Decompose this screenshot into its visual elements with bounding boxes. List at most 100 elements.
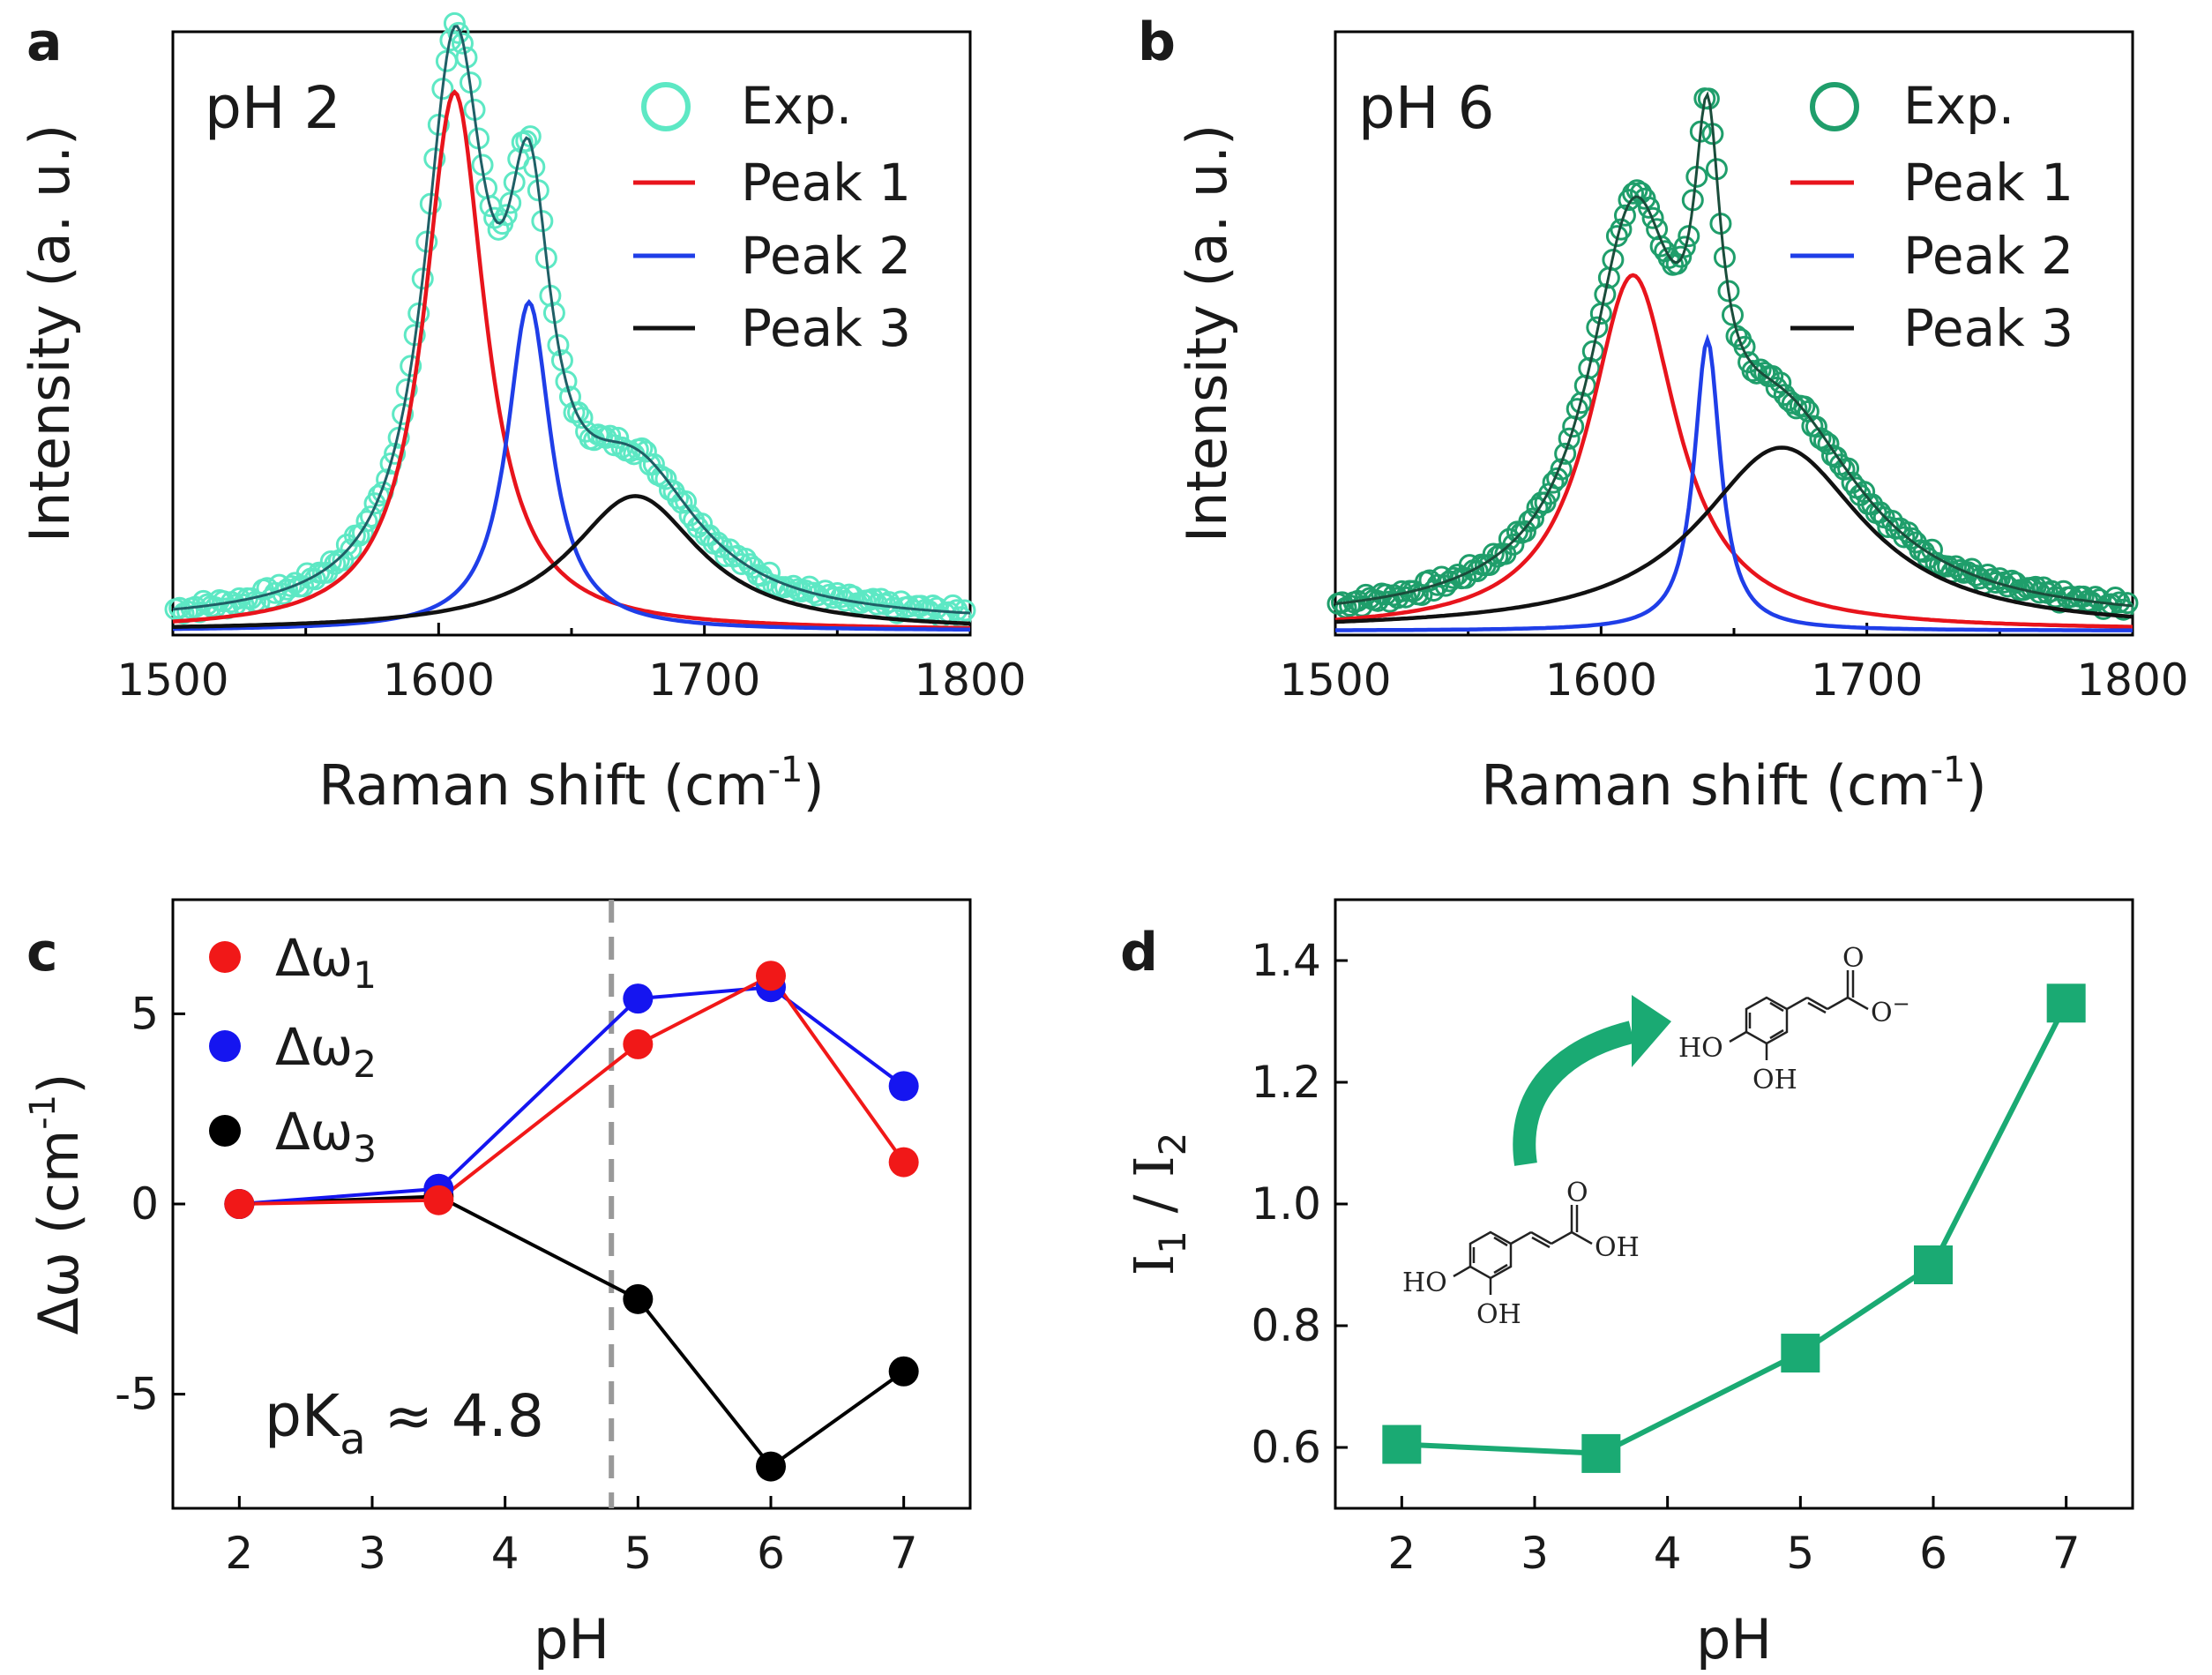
exp-point <box>802 581 825 604</box>
exp-point <box>1733 335 1756 358</box>
ratio-points <box>1382 983 2086 1473</box>
peak-curves-b <box>1334 91 2134 632</box>
exp-point <box>826 582 848 605</box>
x-tick-label: 5 <box>624 1528 652 1579</box>
exp-point <box>642 452 665 475</box>
exp-point <box>1765 377 1788 400</box>
exp-point <box>1646 218 1669 241</box>
exp-point <box>691 512 714 535</box>
x-axis-label-c: pH <box>534 1607 609 1671</box>
exp-point <box>443 11 466 34</box>
x-axis-label-d: pH <box>1696 1607 1772 1671</box>
legend-label-exp-b: Exp. <box>1903 76 2014 136</box>
exp-point <box>1581 340 1604 363</box>
exp-point <box>1670 245 1693 268</box>
x-tick-label: 4 <box>1654 1528 1682 1579</box>
exp-point <box>1673 236 1696 258</box>
point-omega2 <box>888 1071 919 1102</box>
point-omega1 <box>423 1185 454 1215</box>
x-axis-label-b: Raman shift (cm-1) <box>1481 750 1986 818</box>
exp-point <box>1741 359 1764 382</box>
inset-label-b: pH 6 <box>1358 74 1495 142</box>
legend-label-peak1-a: Peak 1 <box>741 153 911 213</box>
legend-label-omega3: Δω3 <box>275 1102 377 1170</box>
peak-3-curve <box>1334 445 2134 624</box>
x-tick-label: 3 <box>358 1528 386 1579</box>
x-tick-label: 1700 <box>1811 654 1923 706</box>
ratio-point <box>1382 1424 1422 1464</box>
peak-2-curve <box>172 299 970 632</box>
y-axis-label-b: Intensity (a. u.) <box>1175 124 1239 542</box>
legend-label-peak3-b: Peak 3 <box>1903 298 2074 358</box>
legend-label-peak2-a: Peak 2 <box>741 226 911 286</box>
x-ticks-b: 1500 1600 1700 1800 <box>1279 623 2189 706</box>
x-tick-label: 1600 <box>1545 654 1657 706</box>
peak-2-curve <box>1335 333 2134 632</box>
chem-o-carbonyl-acid: O <box>1566 1178 1588 1208</box>
chem-oh-carboxyl: OH <box>1595 1232 1640 1263</box>
y-tick-label: 5 <box>131 988 159 1039</box>
ratio-point <box>2046 983 2086 1023</box>
chem-o-carbonyl-anion: O <box>1842 943 1865 974</box>
exp-point <box>1948 558 1971 581</box>
exp-point <box>1769 371 1792 394</box>
exp-point <box>1901 527 1924 550</box>
legend-label-omega2: Δω2 <box>275 1017 377 1086</box>
panel-c: c 2 3 4 5 6 7 -5 0 5 Δω1 Δω2 Δω3 pKa ≈ 4.8 pH Δω… <box>23 898 972 1671</box>
panel-label-b: b <box>1138 11 1176 73</box>
x-tick-label: 7 <box>890 1528 918 1579</box>
plot-frame-d <box>1334 898 2134 1510</box>
exp-point <box>451 32 474 55</box>
exp-point <box>862 587 885 610</box>
peak-curves-a <box>172 25 971 632</box>
exp-point <box>1442 566 1465 589</box>
legend-b: Exp. Peak 1 Peak 2 Peak 3 <box>1790 76 2074 358</box>
exp-point <box>392 403 415 426</box>
x-tick-label: 1700 <box>648 654 760 706</box>
axis-ticks-d: 2 3 4 5 6 7 0.6 0.8 1.0 1.2 1.4 <box>1251 935 2080 1579</box>
chem-oh-anion: OH <box>1752 1065 1797 1095</box>
exp-point <box>1482 542 1505 565</box>
exp-point <box>1638 196 1661 219</box>
y-tick-label: 0.8 <box>1251 1300 1321 1351</box>
y-axis-label-c: Δω (cm-1) <box>23 1073 91 1335</box>
exp-point <box>1502 533 1525 556</box>
x-tick-label: 1500 <box>1279 654 1391 706</box>
peak-3-curve <box>173 494 971 629</box>
y-axis-label-a: Intensity (a. u.) <box>18 124 82 542</box>
x-ticks-a: 1500 1600 1700 1800 <box>116 623 1027 706</box>
panel-b: b 1500 1600 1700 1800 pH 6 Exp. Peak 1 Peak… <box>1138 11 2189 818</box>
x-tick-label: 2 <box>1387 1528 1416 1579</box>
exp-point <box>2104 587 2126 609</box>
x-tick-label: 5 <box>1786 1528 1814 1579</box>
exp-point <box>1717 280 1740 303</box>
x-tick-label: 6 <box>757 1528 785 1579</box>
exp-point <box>730 552 753 575</box>
y-tick-label: -5 <box>115 1369 159 1420</box>
x-axis-label-a: Raman shift (cm-1) <box>318 750 824 818</box>
legend-c: Δω1 Δω2 Δω3 <box>209 928 377 1170</box>
chem-o-minus: O− <box>1871 991 1910 1028</box>
legend-a: Exp. Peak 1 Peak 2 Peak 3 <box>633 76 911 358</box>
axis-ticks-c: 2 3 4 5 6 7 -5 0 5 <box>115 988 917 1579</box>
legend-label-peak3-a: Peak 3 <box>741 298 911 358</box>
pka-annotation: pKa ≈ 4.8 <box>265 1382 544 1464</box>
exp-point <box>953 599 976 622</box>
point-omega2 <box>623 983 654 1014</box>
x-tick-label: 3 <box>1521 1528 1549 1579</box>
exp-point <box>675 490 698 513</box>
y-tick-label: 1.4 <box>1251 935 1321 986</box>
x-tick-label: 2 <box>225 1528 253 1579</box>
exp-point <box>1554 442 1577 465</box>
exp-point <box>1785 397 1808 420</box>
point-omega3 <box>756 1451 786 1482</box>
exp-point <box>1837 457 1860 480</box>
exp-point <box>1621 182 1644 205</box>
exp-point <box>495 204 518 227</box>
exp-point <box>1745 362 1768 385</box>
ratio-line <box>1401 1001 2069 1456</box>
exp-point <box>571 407 594 430</box>
exp-point <box>1578 356 1601 379</box>
panel-d: d 2 3 4 5 6 7 0.6 0.8 1.0 1.2 1.4 O OH HO <box>1120 898 2134 1671</box>
